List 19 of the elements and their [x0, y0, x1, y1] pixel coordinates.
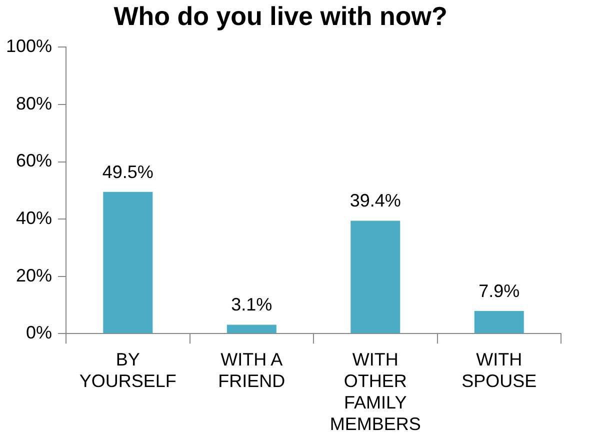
y-tick-label: 100% [6, 36, 52, 56]
bar [474, 310, 524, 334]
data-label: 49.5% [102, 162, 154, 182]
y-tick-label: 40% [16, 208, 52, 228]
x-tick-label: BY YOURSELF [79, 349, 176, 391]
data-label: 7.9% [478, 280, 520, 301]
x-tick-label: WITH SPOUSE [462, 349, 537, 391]
bar [226, 324, 276, 334]
y-tick-label: 60% [16, 150, 52, 171]
bar [350, 220, 400, 334]
data-label: 3.1% [231, 294, 272, 315]
x-tick-label: WITH A FRIEND [218, 349, 286, 391]
y-tick-label: 0% [26, 322, 52, 343]
y-tick-label: 20% [16, 265, 52, 286]
x-tick-label: WITH OTHER FAMILY MEMBERS [330, 349, 421, 434]
data-label: 39.4% [350, 190, 401, 211]
chart-title: Who do you live with now? [114, 0, 448, 31]
bar [103, 192, 153, 334]
y-tick-label: 80% [16, 93, 52, 114]
